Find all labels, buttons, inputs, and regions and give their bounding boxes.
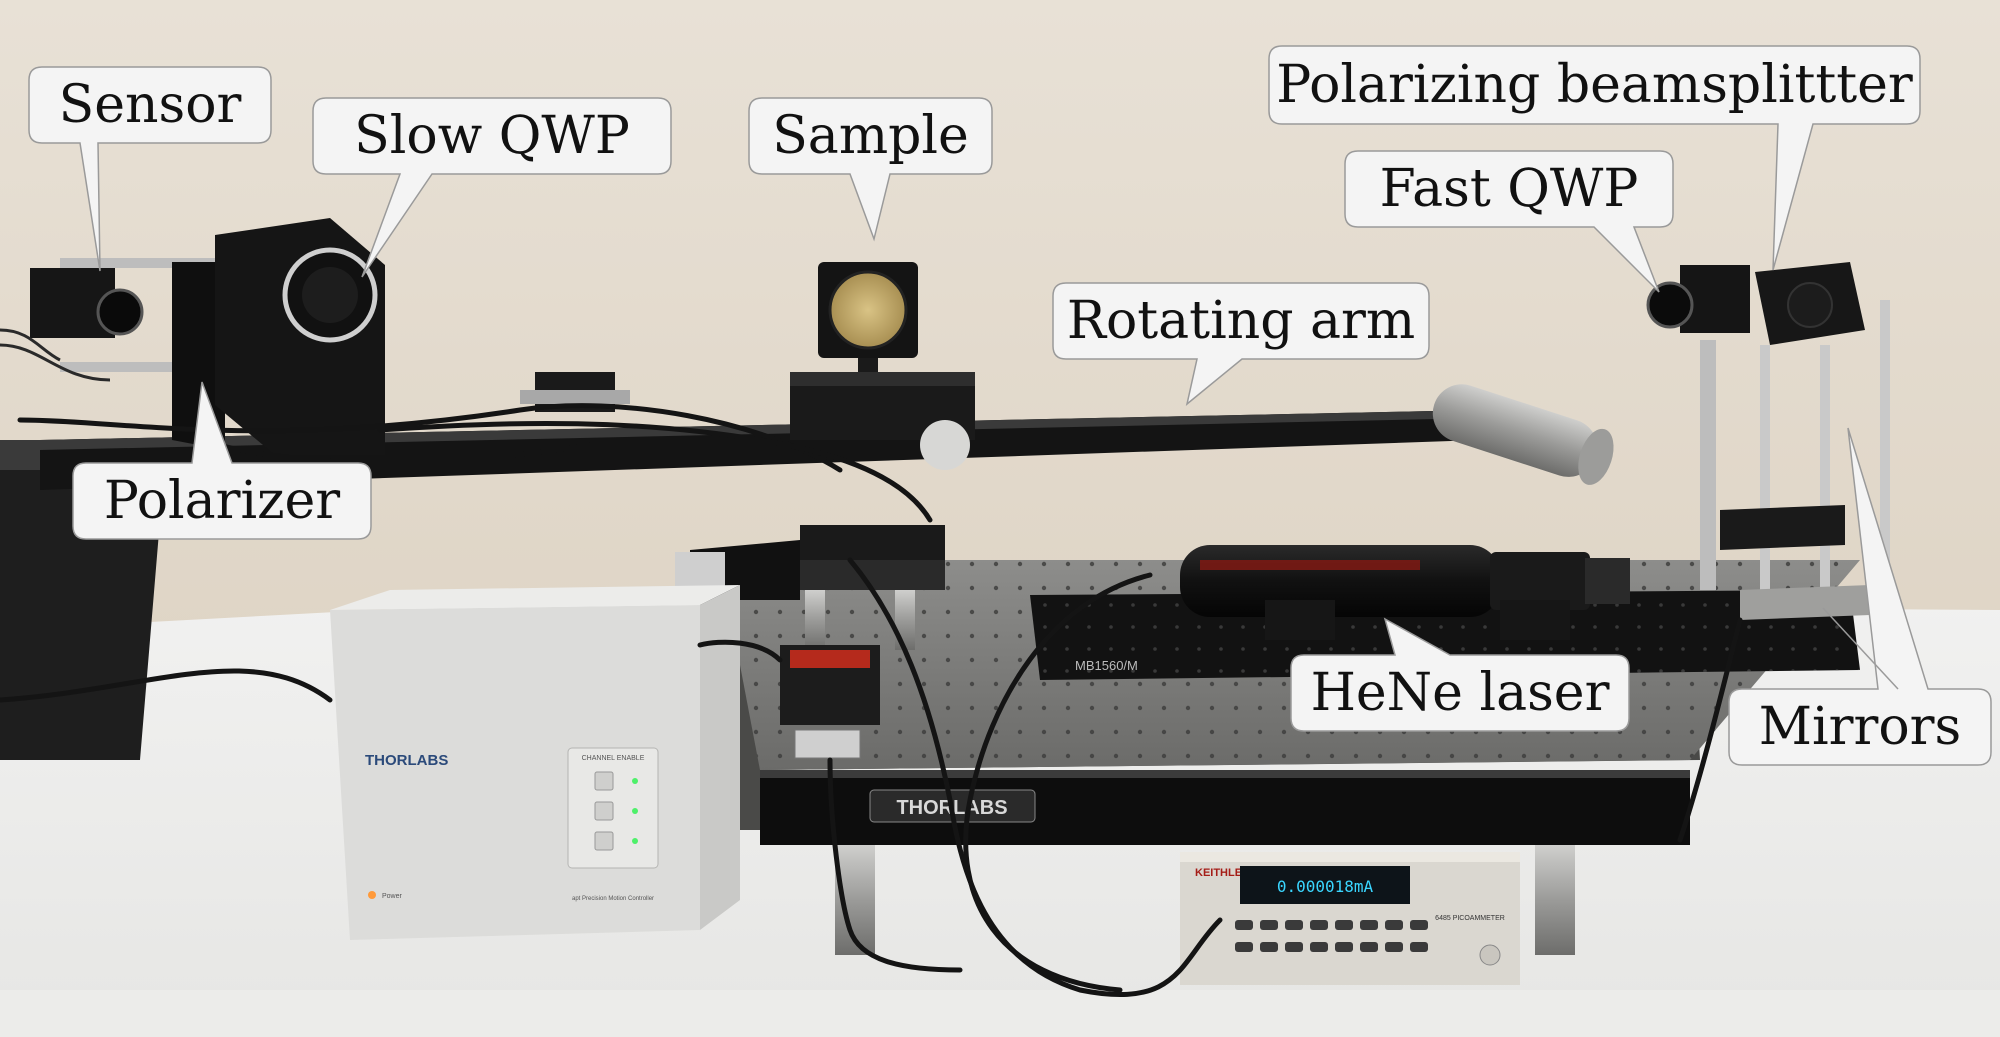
controller-power-label: Power <box>382 893 403 900</box>
callout-slow-qwp-bubble <box>312 97 672 278</box>
motor-box <box>780 645 880 759</box>
callout-hene-laser: HeNe laser <box>1290 617 1630 732</box>
callout-polarizer-text: Polarizer <box>103 471 341 531</box>
callout-sensor-text: Sensor <box>58 75 242 135</box>
right-optics <box>1646 262 1890 620</box>
hene-laser-body <box>1180 545 1630 640</box>
callout-sample: Sample <box>748 97 993 242</box>
callout-rotating-arm-text: Rotating arm <box>1066 291 1416 351</box>
callout-polarizing-beamsplitter-text: Polarizing beamsplittter <box>1276 55 1913 115</box>
callout-fast-qwp-bubble <box>1344 150 1674 293</box>
callout-rotating-arm: Rotating arm <box>1052 282 1430 406</box>
callout-polarizing-beamsplitter: Polarizing beamsplittter <box>1268 45 1921 271</box>
picoammeter-readout: 0.000018mA <box>1277 877 1374 896</box>
callout-slow-qwp: Slow QWP <box>312 97 672 278</box>
cables <box>0 403 1743 997</box>
picoammeter-brand: KEITHLEY <box>1195 867 1250 879</box>
callout-sample-bubble <box>748 97 993 242</box>
callout-rotating-arm-bubble <box>1052 282 1430 406</box>
left-optics <box>30 218 630 455</box>
breadboard-model: MB1560/M <box>1075 658 1138 673</box>
callout-fast-qwp: Fast QWP <box>1344 150 1674 293</box>
callout-polarizer: Polarizer <box>72 381 372 540</box>
picoammeter-model: 6485 PICOAMMETER <box>1435 915 1505 922</box>
motion-controller: THORLABS CHANNEL ENABLE Power apt Precis… <box>330 585 740 940</box>
callout-mirrors-bubble <box>1728 427 1992 766</box>
callout-sensor-bubble <box>28 66 272 272</box>
callout-sample-text: Sample <box>772 106 969 166</box>
callout-sensor: Sensor <box>28 66 272 272</box>
rotating-arm-rail <box>40 384 1614 490</box>
callout-polarizer-bubble <box>72 381 372 540</box>
callout-slow-qwp-text: Slow QWP <box>354 106 630 166</box>
callout-polarizing-beamsplitter-bubble <box>1268 45 1921 271</box>
picoammeter: KEITHLEY 0.000018mA 6485 PICOAMMETER <box>1180 852 1520 985</box>
callout-hene-laser-bubble <box>1290 617 1630 732</box>
controller-panel-label: CHANNEL ENABLE <box>582 755 645 762</box>
callout-fast-qwp-text: Fast QWP <box>1379 159 1639 219</box>
callout-mirrors: Mirrors <box>1728 427 1992 766</box>
callout-mirrors-text: Mirrors <box>1758 697 1962 757</box>
callout-hene-laser-text: HeNe laser <box>1310 663 1610 723</box>
controller-series-label: apt Precision Motion Controller <box>572 896 654 902</box>
controller-brand: THORLABS <box>365 752 448 769</box>
